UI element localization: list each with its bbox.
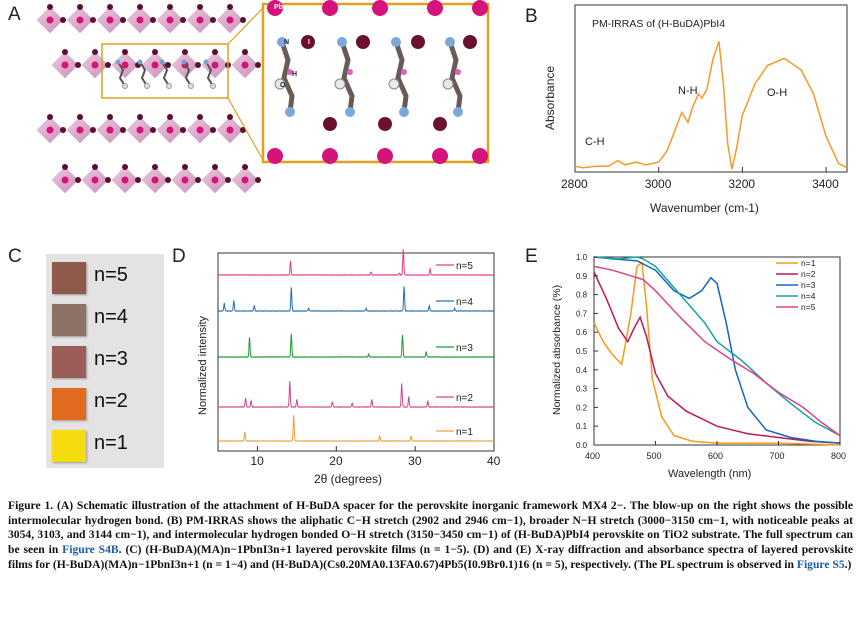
absorbance-chart: 400 500 600 700 800 0.0 0.1 0.2 0.3 0.4 0.5 0.6 0.7 0…: [551, 253, 846, 480]
absorbance-series: [574, 41, 848, 170]
caption-end: .): [844, 557, 852, 571]
sample-swatch: [52, 430, 86, 462]
sample-row: n=5: [46, 260, 164, 298]
b-ylabel: Absorbance: [543, 66, 557, 130]
e-legend-label: n=2: [801, 269, 816, 279]
e-ytick-label: 0.0: [576, 441, 588, 450]
absorbance-series: [593, 265, 841, 437]
atom-label-pb: Pb: [274, 4, 283, 11]
e-ytick-label: 1.0: [576, 253, 588, 262]
sample-swatch: [52, 262, 86, 294]
b-xtick-label: 3000: [645, 177, 672, 191]
b-xtick-label: 3400: [812, 177, 839, 191]
e-ytick-label: 0.8: [576, 291, 588, 300]
caption-lead: Figure 1. (A) Schematic illustration of …: [8, 499, 853, 557]
caption-ref-s4b[interactable]: Figure S4B: [62, 543, 119, 557]
peak-label-ch: C-H: [585, 136, 605, 148]
e-xtick-label: 800: [831, 451, 846, 461]
d-xtick-label: 40: [487, 454, 501, 468]
sample-row: n=3: [46, 344, 164, 382]
d-xtick-label: 20: [329, 454, 343, 468]
sample-label: n=4: [94, 306, 128, 328]
e-xtick-label: 700: [770, 451, 785, 461]
panel-letter-c: C: [8, 246, 22, 267]
e-legend-label: n=4: [801, 291, 816, 301]
panel-letter-b: B: [525, 6, 538, 27]
e-ytick-label: 0.6: [576, 328, 588, 337]
absorbance-series: [593, 256, 841, 437]
b-xtick-label: 2800: [561, 177, 588, 191]
sample-row: n=1: [46, 428, 164, 466]
sample-row: n=2: [46, 386, 164, 424]
atom-label-o: O: [280, 82, 286, 89]
e-ytick-label: 0.3: [576, 385, 588, 394]
zoom-frame: [101, 43, 229, 99]
pm-irras-chart: PM-IRRAS of (H-BuDA)PbI4 C-H N-H O-H 280…: [543, 4, 848, 215]
b-xtick-label: 3200: [728, 177, 755, 191]
xrd-legend-label: n=2: [456, 393, 473, 404]
sample-label: n=5: [94, 264, 128, 286]
panel-letter-d: D: [172, 246, 186, 267]
sample-label: n=1: [94, 432, 128, 454]
xrd-legend-label: n=5: [456, 261, 473, 272]
peak-label-oh: O-H: [767, 87, 787, 99]
e-legend-label: n=5: [801, 302, 816, 312]
d-ylabel: Normalized intensity: [197, 315, 209, 415]
atom-label-i: I: [308, 39, 310, 46]
xrd-legend-label: n=1: [456, 427, 473, 438]
xrd-legend-label: n=4: [456, 297, 473, 308]
caption-mid: . (C) (H-BuDA)(MA)n−1PbnI3n+1 layered pe…: [8, 543, 853, 571]
b-xlabel: Wavenumber (cm-1): [650, 201, 759, 215]
absorbance-series: [593, 256, 841, 444]
absorbance-series: [593, 271, 841, 444]
sample-label: n=2: [94, 390, 128, 412]
xrd-series: [217, 415, 495, 443]
e-xtick-label: 400: [585, 451, 600, 461]
figure-caption: Figure 1. (A) Schematic illustration of …: [8, 499, 853, 573]
e-xtick-label: 600: [708, 451, 723, 461]
sample-photos: n=5 n=4 n=3 n=2 n=1: [46, 254, 164, 468]
xrd-legend-label: n=3: [456, 343, 473, 354]
sample-swatch: [52, 346, 86, 378]
perovskite-lattice: [36, 4, 261, 194]
sample-swatch: [52, 304, 86, 336]
e-legend-label: n=3: [801, 280, 816, 290]
atom-label-h: H: [292, 71, 297, 78]
xrd-series: [217, 380, 495, 409]
e-ytick-label: 0.9: [576, 272, 588, 281]
e-legend: n=1n=2n=3n=4n=5: [776, 258, 816, 312]
xrd-chart: n=5 n=4 n=3 n=2 n=1 10 20 30 40 Normalized inte…: [197, 249, 501, 486]
e-ylabel: Normalized absorbance (%): [551, 285, 563, 415]
e-ytick-label: 0.1: [576, 422, 588, 431]
inset-title: PM-IRRAS of (H-BuDA)PbI4: [592, 18, 725, 30]
panel-letter-e: E: [525, 246, 538, 267]
d-xtick-label: 30: [408, 454, 422, 468]
xrd-series: [217, 249, 495, 277]
e-xtick-label: 500: [647, 451, 662, 461]
e-ytick-label: 0.5: [576, 347, 588, 356]
blowup-hydrogen-bond: [261, 0, 490, 164]
e-ytick-label: 0.4: [576, 366, 588, 375]
peak-label-nh: N-H: [678, 85, 698, 97]
xrd-series: [217, 333, 495, 359]
caption-ref-s5[interactable]: Figure S5: [796, 557, 845, 571]
sample-row: n=4: [46, 302, 164, 340]
sample-swatch: [52, 388, 86, 420]
sample-label: n=3: [94, 348, 128, 370]
atom-label-n: N: [284, 39, 289, 46]
panel-a-schematic: Pb I N O H: [36, 0, 490, 194]
e-xlabel: Wavelength (nm): [668, 468, 751, 480]
panel-letter-a: A: [8, 4, 21, 25]
e-legend-label: n=1: [801, 258, 816, 268]
e-ytick-label: 0.7: [576, 309, 588, 318]
absorbance-series: [593, 261, 841, 446]
xrd-series: [218, 286, 495, 313]
d-xtick-label: 10: [250, 454, 264, 468]
d-xlabel: 2θ (degrees): [314, 472, 382, 486]
e-ytick-label: 0.2: [576, 403, 588, 412]
